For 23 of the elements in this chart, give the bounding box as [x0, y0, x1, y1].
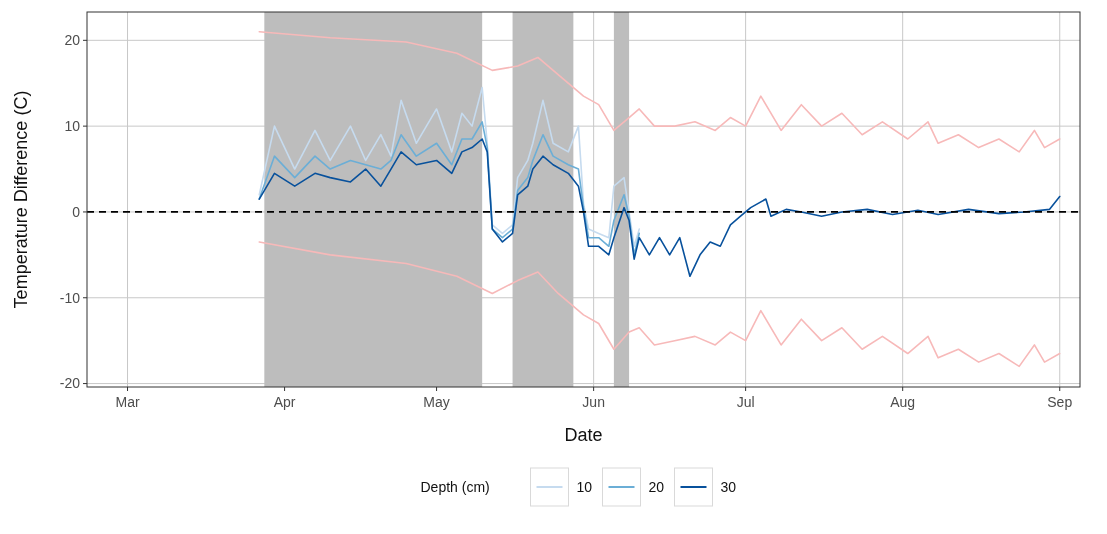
- x-tick-label: Jul: [736, 394, 755, 410]
- x-tick-label: Jun: [582, 394, 605, 410]
- x-tick-label: May: [423, 394, 450, 410]
- y-tick-label: 20: [64, 32, 81, 49]
- y-axis-title: Temperature Difference (C): [11, 90, 31, 309]
- line-series: [258, 241, 1061, 368]
- line-series: [258, 121, 641, 256]
- y-tick-label: -10: [59, 289, 81, 306]
- legend-label: 20: [648, 478, 665, 495]
- legend-label: 30: [720, 478, 737, 495]
- line-series: [258, 30, 1061, 153]
- y-tick-label: -20: [59, 375, 81, 392]
- x-tick-label: Mar: [115, 394, 140, 410]
- line-series: [258, 86, 641, 248]
- x-tick-label: Aug: [890, 394, 916, 410]
- x-axis-title: Date: [564, 425, 603, 445]
- line-series: [258, 138, 1061, 278]
- y-tick-label: 10: [64, 118, 81, 135]
- y-tick-label: 0: [72, 203, 81, 220]
- legend-label: 10: [576, 478, 593, 495]
- x-tick-label: Sep: [1047, 394, 1073, 410]
- x-tick-label: Apr: [273, 394, 296, 410]
- legend-title: Depth (cm): [420, 478, 490, 495]
